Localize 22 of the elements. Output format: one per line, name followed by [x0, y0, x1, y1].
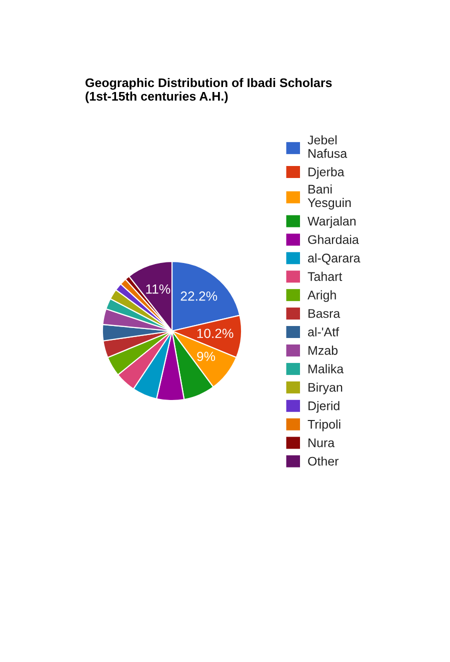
chart-title: Geographic Distribution of Ibadi Scholars (1st-15th centuries A.H.) [86, 78, 332, 104]
legend-label: Nura [308, 438, 335, 448]
legend-label: al-'Atf [308, 327, 340, 336]
legend-label: Mzab [308, 346, 338, 355]
legend-label: Djerid [308, 401, 340, 413]
legend-label: Other [308, 456, 339, 466]
legend-label: al-Qarara [308, 253, 360, 265]
data-label: 11% [146, 284, 170, 294]
legend-label: Djerba [308, 167, 344, 179]
legend-label: Basra [308, 309, 340, 318]
legend-label: Warjalan [308, 216, 356, 228]
data-label: 22.2% [180, 291, 218, 301]
legend-label: Ghardaia [308, 234, 359, 244]
data-label: 9% [197, 352, 216, 362]
legend-label: Biryan [308, 382, 342, 394]
legend-label: Bani Yesguin [308, 184, 351, 210]
legend-label: Tahart [308, 272, 342, 281]
legend-label: Jebel Nafusa [308, 135, 348, 158]
legend-label: Tripoli [308, 420, 340, 432]
data-label: 10.2% [197, 328, 234, 338]
legend-label: Arigh [308, 290, 336, 302]
legend-label: Malika [308, 364, 344, 374]
